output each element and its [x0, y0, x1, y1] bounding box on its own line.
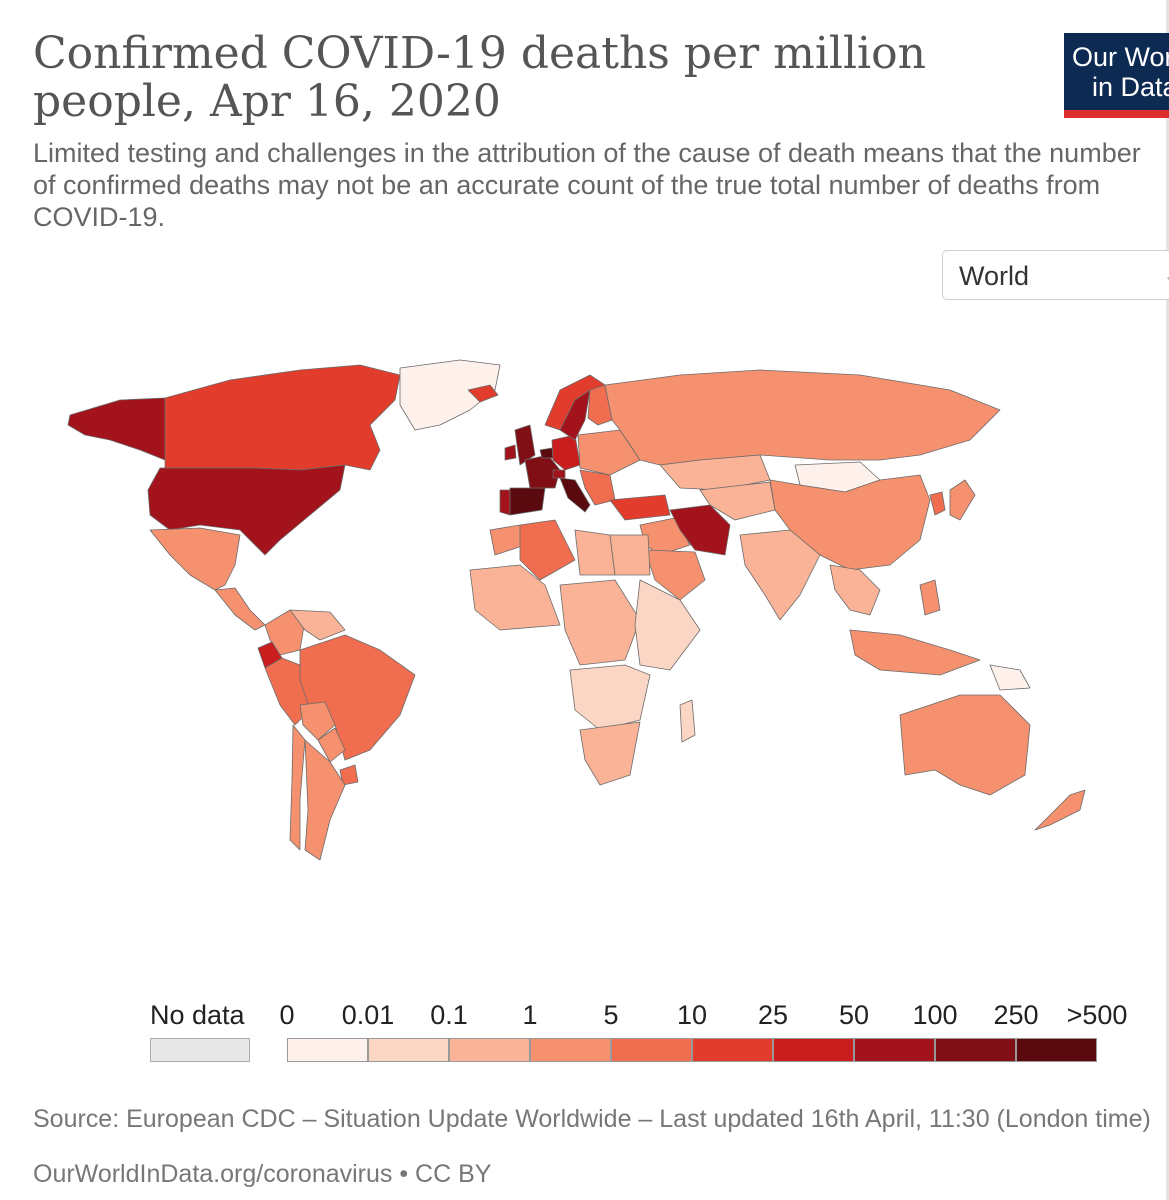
- legend-bin-8[interactable]: [935, 1038, 1016, 1062]
- region-central-america[interactable]: [214, 587, 266, 631]
- logo-line-1: Our World: [1072, 42, 1169, 72]
- region-finland[interactable]: [587, 384, 613, 426]
- legend-tick-label: 1: [522, 1000, 538, 1030]
- region-papua-new-guinea[interactable]: [989, 664, 1031, 691]
- region-east-africa[interactable]: [634, 579, 701, 671]
- region-balkans[interactable]: [579, 469, 616, 506]
- legend-tick-label: 5: [603, 1000, 619, 1030]
- region-southeast-asia[interactable]: [829, 564, 881, 616]
- region-sweden[interactable]: [559, 389, 591, 441]
- region-greenland[interactable]: [399, 359, 501, 431]
- legend-no-data-swatch[interactable]: [150, 1038, 250, 1062]
- region-philippines[interactable]: [919, 579, 941, 616]
- region-portugal[interactable]: [499, 489, 511, 516]
- legend-tick-label: 0: [279, 1000, 295, 1030]
- legend-tick-label: 250: [993, 1000, 1039, 1030]
- legend-tick-label: >500: [1066, 1000, 1128, 1030]
- region-russia[interactable]: [604, 369, 1001, 466]
- region-algeria[interactable]: [519, 519, 576, 581]
- legend-tick-label: 0.01: [341, 1000, 395, 1030]
- region-united-states[interactable]: [147, 464, 346, 556]
- legend-tick-label: 100: [912, 1000, 958, 1030]
- legend-bin-9[interactable]: [1016, 1038, 1097, 1062]
- region-argentina[interactable]: [304, 739, 346, 861]
- legend-bin-3[interactable]: [530, 1038, 611, 1062]
- region-southern-africa[interactable]: [569, 664, 651, 731]
- chart-title: Confirmed COVID-19 deaths per million pe…: [33, 28, 926, 127]
- region-west-africa[interactable]: [469, 564, 561, 631]
- source-url[interactable]: OurWorldInData.org/coronavirus • CC BY: [33, 1160, 492, 1188]
- chart-subtitle: Limited testing and challenges in the at…: [33, 138, 1141, 232]
- region-bolivia[interactable]: [299, 701, 336, 741]
- region-central-africa[interactable]: [559, 579, 641, 666]
- region-paraguay[interactable]: [317, 727, 346, 763]
- region-india[interactable]: [739, 529, 821, 621]
- region-australia[interactable]: [899, 694, 1031, 796]
- legend-tick-label: 0.1: [430, 1000, 468, 1030]
- right-edge-divider: [1166, 0, 1169, 1200]
- legend-bin-6[interactable]: [773, 1038, 854, 1062]
- legend-no-data-label: No data: [150, 1000, 245, 1030]
- region-central-asia[interactable]: [699, 481, 776, 521]
- color-legend: No data 0 0.01 0.1 1 5 10 25 50 100 250 >500: [0, 1000, 1169, 1070]
- region-alaska[interactable]: [67, 397, 166, 461]
- chevron-down-icon: ⌄: [1163, 263, 1169, 288]
- region-korea[interactable]: [929, 491, 946, 516]
- owid-logo[interactable]: Our World in Data: [1064, 33, 1169, 118]
- region-japan[interactable]: [949, 479, 976, 521]
- region-italy[interactable]: [559, 477, 591, 513]
- legend-bin-7[interactable]: [854, 1038, 935, 1062]
- region-canada[interactable]: [164, 364, 401, 471]
- region-switzerland[interactable]: [552, 469, 566, 479]
- legend-bin-0[interactable]: [287, 1038, 368, 1062]
- region-turkey[interactable]: [609, 494, 671, 521]
- region-libya[interactable]: [574, 529, 616, 576]
- region-indonesia[interactable]: [849, 629, 981, 676]
- legend-bin-1[interactable]: [368, 1038, 449, 1062]
- world-map: [67, 359, 1086, 861]
- region-ireland[interactable]: [504, 444, 517, 461]
- region-select[interactable]: World ⌄: [942, 250, 1169, 300]
- region-belgium[interactable]: [539, 447, 554, 459]
- region-iceland[interactable]: [467, 384, 499, 403]
- region-venezuela[interactable]: [289, 609, 346, 641]
- legend-bin-5[interactable]: [692, 1038, 773, 1062]
- region-south-africa[interactable]: [579, 721, 641, 786]
- legend-bin-2[interactable]: [449, 1038, 530, 1062]
- legend-tick-label: 10: [676, 1000, 708, 1030]
- logo-line-2: in Data: [1092, 72, 1169, 102]
- region-eastern-europe[interactable]: [577, 429, 641, 476]
- legend-tick-label: 50: [838, 1000, 870, 1030]
- region-madagascar[interactable]: [679, 699, 696, 743]
- region-saudi-arabia[interactable]: [644, 549, 706, 601]
- region-egypt[interactable]: [609, 534, 651, 576]
- logo-stripe: [1064, 110, 1169, 118]
- source-note: Source: European CDC – Situation Update …: [33, 1105, 1151, 1133]
- region-new-zealand[interactable]: [1034, 789, 1086, 831]
- region-mexico[interactable]: [149, 527, 241, 591]
- region-select-value: World: [959, 261, 1030, 291]
- region-spain[interactable]: [509, 487, 546, 516]
- region-brazil[interactable]: [299, 634, 416, 761]
- legend-tick-label: 25: [757, 1000, 789, 1030]
- region-chile[interactable]: [289, 724, 306, 851]
- legend-bin-4[interactable]: [611, 1038, 692, 1062]
